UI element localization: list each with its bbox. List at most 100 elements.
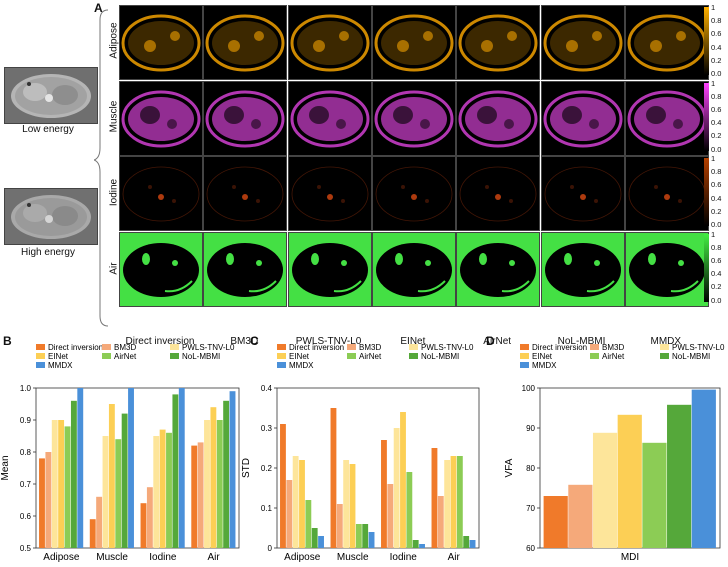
colorbar-tick-label: 0.0	[711, 220, 722, 229]
bar-chart: 60 70 80 90 100 VFA MDI Direct inversion BM3D PWL…	[504, 343, 725, 563]
decomposition-image	[540, 80, 625, 156]
decomposition-image	[540, 231, 625, 307]
bar	[128, 388, 134, 548]
legend-swatch	[520, 344, 529, 350]
chart-b-mean: 0.5 0.6 0.7 0.8 0.9 1.0 Mean Adipose Muscle Iodin…	[0, 340, 245, 563]
legend-swatch	[277, 362, 286, 368]
decomposition-image	[371, 156, 456, 231]
decomposition-image	[287, 5, 372, 80]
bar	[204, 420, 210, 548]
column-labels: Direct inversion BM3D PWLS-TNV-L0 EINet AirN…	[119, 336, 703, 350]
bar	[318, 536, 324, 548]
legend-swatch	[590, 344, 599, 350]
column-label: EINet	[400, 336, 426, 347]
legend-swatch	[409, 353, 418, 359]
y-axis-label: Mean	[0, 455, 11, 480]
legend-label: PWLS-TNV-L0	[182, 343, 235, 352]
colorbar	[704, 158, 709, 226]
decomposition-image	[624, 231, 709, 307]
bar	[166, 432, 172, 548]
material-decomposition-grid	[119, 5, 709, 331]
bar	[456, 456, 463, 548]
bar	[463, 536, 470, 548]
y-tick-label: 80	[526, 464, 535, 473]
bar	[108, 404, 115, 548]
legend-label: AirNet	[359, 352, 382, 361]
high-energy-ct-image	[4, 188, 98, 245]
bar	[140, 503, 147, 548]
colorbar-tick-label: 0.2	[711, 206, 722, 216]
legend-swatch	[277, 353, 286, 359]
bar	[89, 519, 96, 548]
legend-label: MMDX	[532, 361, 557, 370]
colorbars: 1 0.8 0.6 0.4 0.2 0.0 1 0.8 0.6 0.4 0.2 0.0 1 0.8 0.6 0…	[704, 3, 728, 331]
y-tick-label: 0.2	[261, 464, 273, 473]
bar	[45, 452, 52, 548]
colorbar	[704, 233, 709, 302]
decomposition-image	[119, 231, 203, 307]
colorbar-tick-label: 0.0	[711, 295, 722, 305]
legend-label: EINet	[289, 352, 310, 361]
bar	[39, 458, 45, 548]
colorbar-tick-label: 1	[711, 3, 716, 12]
bar-chart: 0 0.1 0.2 0.3 0.4 STD Adipose Muscle Iodine Air Di…	[241, 343, 480, 563]
x-category-label: Muscle	[96, 552, 128, 563]
y-tick-label: 90	[526, 424, 535, 433]
panel-letter-d: D	[486, 334, 495, 348]
panel-letter-c: C	[250, 334, 259, 348]
row-label-air: Air	[108, 262, 120, 275]
decomposition-image	[540, 5, 625, 80]
legend-label: NoL-MBMI	[672, 352, 710, 361]
x-category-label: Adipose	[43, 552, 80, 563]
bar	[336, 504, 343, 548]
decomposition-image	[287, 231, 372, 307]
column-label: Direct inversion	[125, 336, 195, 347]
bar	[102, 436, 109, 548]
decomposition-image	[371, 80, 456, 156]
legend-swatch	[102, 353, 111, 359]
column-label: AirNet	[483, 336, 512, 347]
x-category-label: Air	[208, 552, 221, 563]
bar	[153, 436, 160, 548]
bar	[216, 420, 223, 548]
bar-chart: 0.5 0.6 0.7 0.8 0.9 1.0 Mean Adipose Muscle Iodin…	[0, 343, 240, 563]
colorbar-tick-label: 0.4	[711, 269, 722, 279]
legend-label: EINet	[48, 352, 69, 361]
colorbar-tick-label: 0.0	[711, 69, 722, 78]
legend-label: Direct inversion	[48, 343, 103, 352]
legend-label: Direct inversion	[532, 343, 587, 352]
colorbar-tick-label: 1	[711, 154, 716, 163]
legend-swatch	[347, 344, 356, 350]
bar	[305, 500, 312, 548]
legend-swatch	[347, 353, 356, 359]
legend-swatch	[590, 353, 599, 359]
bar	[355, 524, 362, 548]
colorbar-tick-label: 0.2	[711, 55, 722, 65]
y-tick-label: 0.6	[20, 512, 32, 521]
decomposition-image	[456, 231, 541, 307]
low-energy-ct-image	[4, 67, 98, 124]
decomposition-image	[203, 80, 288, 156]
bar	[412, 540, 419, 548]
colorbar-tick-label: 0.4	[711, 193, 722, 203]
colorbar	[704, 7, 709, 75]
decomposition-image	[203, 231, 288, 307]
y-axis-label: STD	[241, 458, 252, 478]
y-tick-label: 1.0	[20, 384, 32, 393]
legend-label: AirNet	[114, 352, 137, 361]
bar	[159, 429, 166, 548]
legend-label: EINet	[532, 352, 553, 361]
bar	[64, 426, 71, 548]
decomposition-image	[287, 80, 372, 156]
decomposition-image	[456, 156, 541, 231]
bar	[96, 496, 103, 548]
bar	[568, 484, 593, 548]
legend-label: MMDX	[48, 361, 73, 370]
legend-label: AirNet	[602, 352, 625, 361]
legend-swatch	[660, 344, 669, 350]
colorbar-tick-label: 0.8	[711, 91, 722, 101]
legend-swatch	[170, 353, 179, 359]
colorbar	[704, 82, 709, 151]
colorbar-tick-label: 1	[711, 78, 716, 88]
bar	[362, 524, 369, 548]
